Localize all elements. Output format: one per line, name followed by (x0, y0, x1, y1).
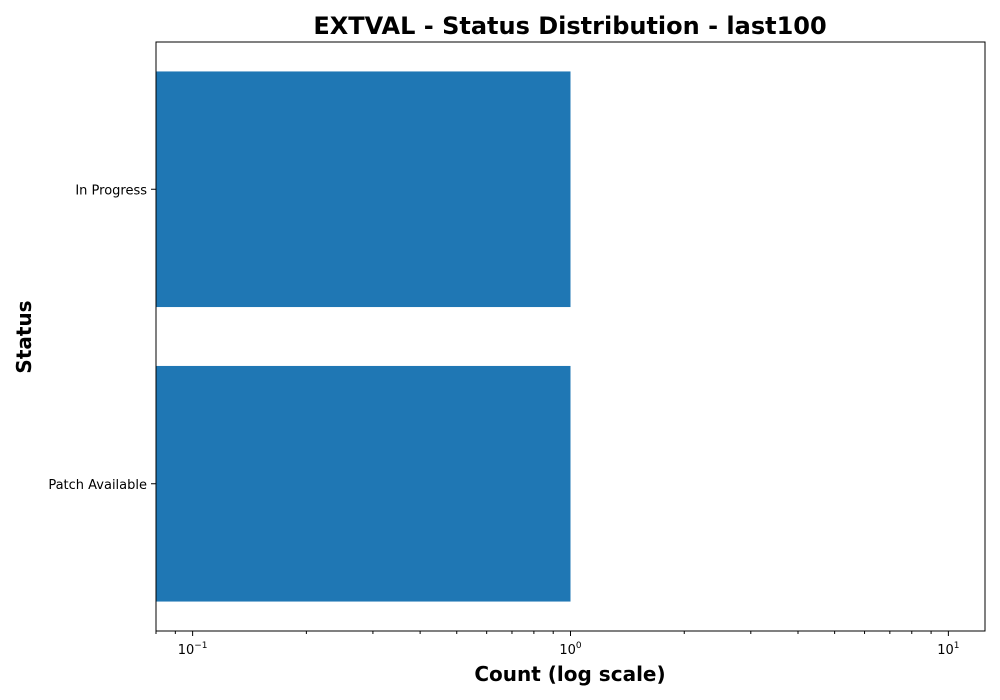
bar-patch-available (156, 365, 571, 602)
chart-title: EXTVAL - Status Distribution - last100 (313, 12, 826, 40)
plot-frame (155, 41, 986, 632)
y-axis: In Progress Patch Available (48, 183, 156, 493)
x-tick-label: 100 (559, 641, 582, 658)
bar-in-progress (156, 71, 571, 308)
bars-group (156, 71, 571, 602)
y-axis-label: Status (12, 300, 36, 373)
x-tick-label: 10−1 (178, 641, 208, 658)
x-axis-label: Count (log scale) (474, 662, 665, 686)
y-tick-label: In Progress (75, 183, 147, 198)
x-axis: 10−1 100 101 (155, 631, 960, 658)
y-tick-label: Patch Available (48, 478, 147, 493)
x-tick-label: 101 (937, 641, 959, 658)
